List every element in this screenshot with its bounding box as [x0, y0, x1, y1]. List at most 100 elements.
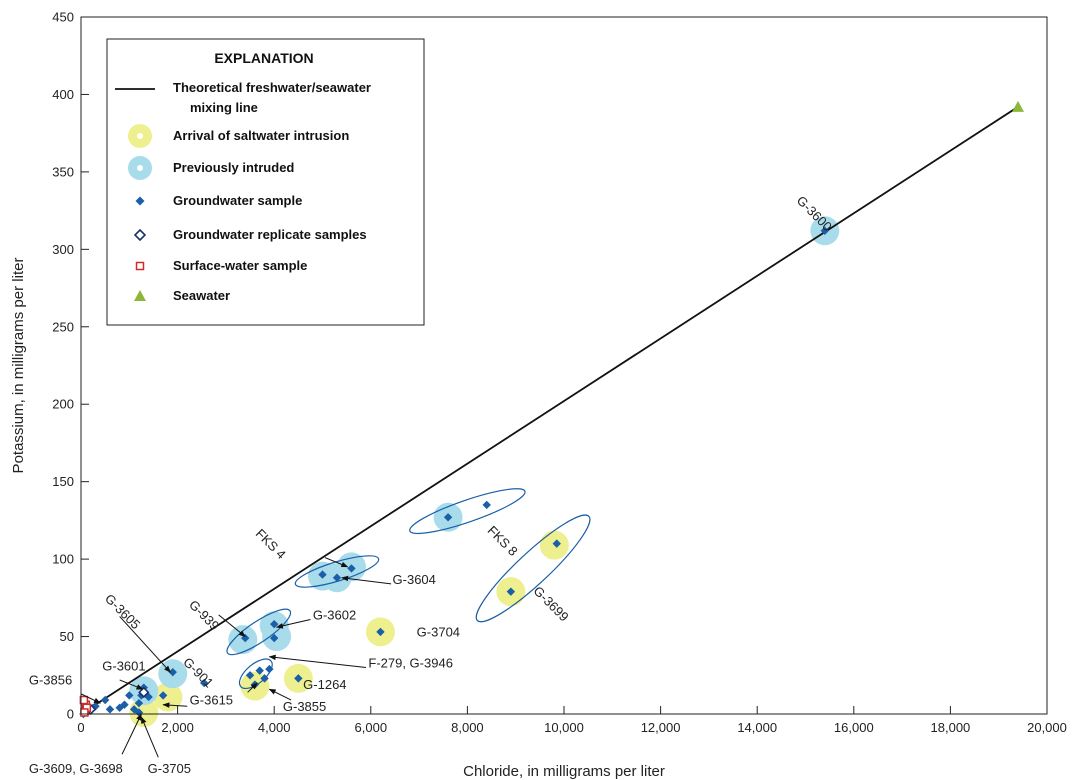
groundwater-sample-point [168, 667, 177, 677]
annotation-arrow [268, 654, 367, 669]
y-tick-label: 450 [52, 10, 74, 25]
legend-label: Seawater [173, 288, 230, 303]
legend-box [106, 38, 425, 326]
annotation-arrow [268, 688, 292, 701]
annotation-arrow [121, 713, 142, 755]
annotation-arrow [218, 614, 246, 637]
x-tick-label: 14,000 [737, 720, 777, 735]
mixing-line-layer [80, 106, 1019, 715]
well-label: G-3605 [102, 591, 143, 632]
annotation-arrow [119, 679, 144, 690]
replicate-ellipses-layer [226, 488, 591, 690]
well-label: G-1264 [303, 677, 346, 692]
mixing-line [80, 106, 1019, 715]
x-axis-title: Chloride, in milligrams per liter [463, 763, 665, 780]
legend: EXPLANATION Theoretical freshwater/seawat… [106, 38, 425, 326]
groundwater-sample-point [482, 500, 491, 510]
legend-label-continued: mixing line [190, 100, 258, 115]
well-label: FKS 4 [253, 526, 289, 562]
x-tick-label: 12,000 [641, 720, 681, 735]
legend-label: Groundwater replicate samples [173, 227, 367, 242]
groundwater-sample-point [318, 570, 327, 579]
legend-arrival-swatch-center [137, 133, 143, 139]
legend-title: EXPLANATION [214, 50, 313, 66]
legend-previous-swatch-center [137, 165, 143, 171]
x-tick-label: 10,000 [544, 720, 584, 735]
annotation-arrow [275, 619, 311, 629]
y-tick-label: 50 [60, 629, 74, 644]
well-label: G-3704 [417, 625, 460, 640]
y-tick-label: 0 [67, 707, 74, 722]
x-tick-label: 0 [77, 720, 84, 735]
groundwater-sample-point [134, 708, 144, 717]
x-tick-label: 4,000 [258, 720, 291, 735]
groundwater-sample-point [134, 698, 144, 708]
annotation-arrow [324, 557, 349, 568]
groundwater-sample-point [265, 664, 274, 674]
groundwater-replicate-point [138, 686, 150, 698]
well-label: G-3609, G-3698 [29, 761, 123, 776]
y-tick-label: 300 [52, 242, 74, 257]
y-tick-label: 100 [52, 552, 74, 567]
groundwater-sample-point [158, 691, 168, 700]
groundwater-sample-point [105, 705, 115, 714]
x-tick-label: 18,000 [931, 720, 971, 735]
groundwater-sample-point [820, 226, 830, 235]
groundwater-sample-point [376, 627, 385, 637]
y-tick-label: 250 [52, 319, 74, 334]
well-label: G-3855 [283, 699, 326, 714]
y-tick-label: 400 [52, 87, 74, 102]
annotation-arrow [247, 682, 258, 693]
legend-diamond-swatch [135, 196, 145, 206]
groundwater-sample-point [199, 678, 209, 688]
legend-triangle-swatch [134, 290, 146, 301]
well-label: F-279, G-3946 [368, 656, 453, 671]
well-label: G-3699 [530, 583, 571, 624]
replicate-ellipse [238, 658, 273, 690]
well-label: G-939 [186, 597, 222, 633]
annotation-arrow [341, 575, 392, 585]
groundwater-sample-point [294, 674, 303, 683]
annotation-arrow [80, 693, 101, 704]
annotation-arrow [119, 616, 171, 673]
groundwater-sample-point [332, 573, 342, 582]
legend-label: Groundwater sample [173, 193, 302, 208]
groundwater-sample-point [506, 587, 516, 596]
well-label: G-3615 [190, 693, 233, 708]
replicate-ellipse [475, 514, 591, 623]
groundwater-sample-point [552, 539, 561, 548]
legend-label: Theoretical freshwater/seawater [173, 80, 371, 95]
x-tick-label: 16,000 [834, 720, 874, 735]
well-label: G-3856 [29, 673, 72, 688]
annotation-arrow [162, 702, 188, 708]
well-label: FKS 8 [485, 523, 521, 559]
groundwater-sample-point [125, 691, 134, 700]
y-axis-title: Potassium, in milligrams per liter [10, 258, 27, 474]
seawater-point [1012, 100, 1025, 112]
well-label: G-3604 [393, 572, 436, 587]
x-tick-label: 8,000 [451, 720, 484, 735]
groundwater-sample-point [129, 705, 139, 714]
x-tick-label: 20,000 [1027, 720, 1067, 735]
groundwater-sample-point [260, 674, 269, 683]
legend-open-diamond-swatch [133, 228, 147, 242]
legend-label: Surface-water sample [173, 258, 307, 273]
groundwater-sample-point [347, 564, 356, 573]
replicate-ellipse [294, 555, 380, 588]
annotation-arrow [140, 716, 159, 758]
well-label: G-3601 [102, 659, 145, 674]
legend-label: Previously intruded [173, 160, 294, 175]
y-tick-label: 150 [52, 474, 74, 489]
replicate-ellipse [226, 608, 292, 656]
surface-water-point [80, 708, 89, 717]
well-label: G-3602 [313, 608, 356, 623]
groundwater-sample-point [270, 633, 279, 643]
groundwater-sample-point [241, 633, 250, 643]
well-label: G-3705 [148, 761, 191, 776]
y-tick-label: 350 [52, 164, 74, 179]
y-tick-label: 200 [52, 397, 74, 412]
groundwater-sample-point [100, 695, 110, 705]
annotation-arrows-layer [80, 557, 392, 758]
groundwater-sample-point [245, 671, 255, 680]
